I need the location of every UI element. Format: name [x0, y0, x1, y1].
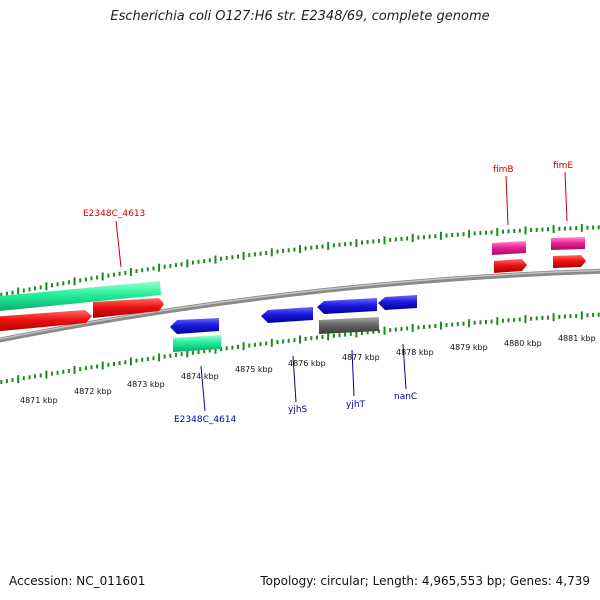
kbp-label-4872: 4872 kbp — [74, 387, 112, 396]
kbp-label-4877: 4877 kbp — [342, 353, 380, 362]
feature-blue-3[interactable] — [317, 298, 377, 314]
feature-red-fimE[interactable] — [553, 255, 586, 268]
gene-label-E2348C_4614[interactable]: E2348C_4614 — [174, 415, 237, 425]
forward-track-ticks — [0, 223, 600, 297]
gene-label-yjhS[interactable]: yjhS — [288, 405, 308, 415]
connector-E2348C_4614 — [200, 365, 206, 412]
feature-blue-1[interactable] — [170, 318, 219, 334]
gene-label-E2348C_4613[interactable]: E2348C_4613 — [83, 209, 145, 219]
feature-pink-2[interactable] — [551, 237, 585, 250]
connector-fimE — [564, 171, 568, 222]
reverse-track-ticks — [0, 311, 600, 384]
kbp-scale-labels: 4871 kbp 4872 kbp 4873 kbp 4874 kbp 4875… — [20, 334, 596, 405]
feature-green-low-1[interactable] — [173, 335, 221, 352]
kbp-label-4876: 4876 kbp — [288, 359, 326, 368]
genome-backbone — [0, 268, 600, 343]
kbp-label-4874: 4874 kbp — [181, 372, 219, 381]
connector-yjhS — [292, 355, 297, 403]
feature-gray-1[interactable] — [319, 317, 379, 334]
kbp-label-4873: 4873 kbp — [127, 380, 165, 389]
feature-green-top-1[interactable] — [0, 281, 161, 312]
gene-label-fimB[interactable]: fimB — [493, 165, 514, 175]
genome-summary-text: Topology: circular; Length: 4,965,553 bp… — [260, 574, 590, 588]
kbp-label-4879: 4879 kbp — [450, 343, 488, 352]
kbp-label-4880: 4880 kbp — [504, 339, 542, 348]
feature-blue-4[interactable] — [378, 295, 417, 310]
feature-pink-1[interactable] — [492, 241, 526, 255]
kbp-label-4881: 4881 kbp — [558, 334, 596, 343]
feature-red-top-1[interactable] — [0, 310, 92, 332]
kbp-label-4871: 4871 kbp — [20, 396, 58, 405]
feature-red-top-2[interactable] — [93, 298, 164, 318]
connector-E2348C_4613 — [115, 220, 122, 268]
accession-text: Accession: NC_011601 — [9, 574, 146, 588]
feature-blue-2[interactable] — [261, 307, 313, 323]
connector-yjhT — [351, 349, 355, 397]
kbp-label-4875: 4875 kbp — [235, 365, 273, 374]
feature-red-fimB[interactable] — [494, 259, 527, 273]
gene-label-fimE[interactable]: fimE — [553, 161, 573, 171]
kbp-label-4878: 4878 kbp — [396, 348, 434, 357]
gene-label-nanC[interactable]: nanC — [394, 392, 417, 402]
genome-title: Escherichia coli O127:H6 str. E2348/69, … — [110, 9, 490, 24]
gene-label-yjhT[interactable]: yjhT — [346, 400, 366, 410]
connector-nanC — [402, 343, 407, 390]
connector-fimB — [505, 175, 509, 226]
